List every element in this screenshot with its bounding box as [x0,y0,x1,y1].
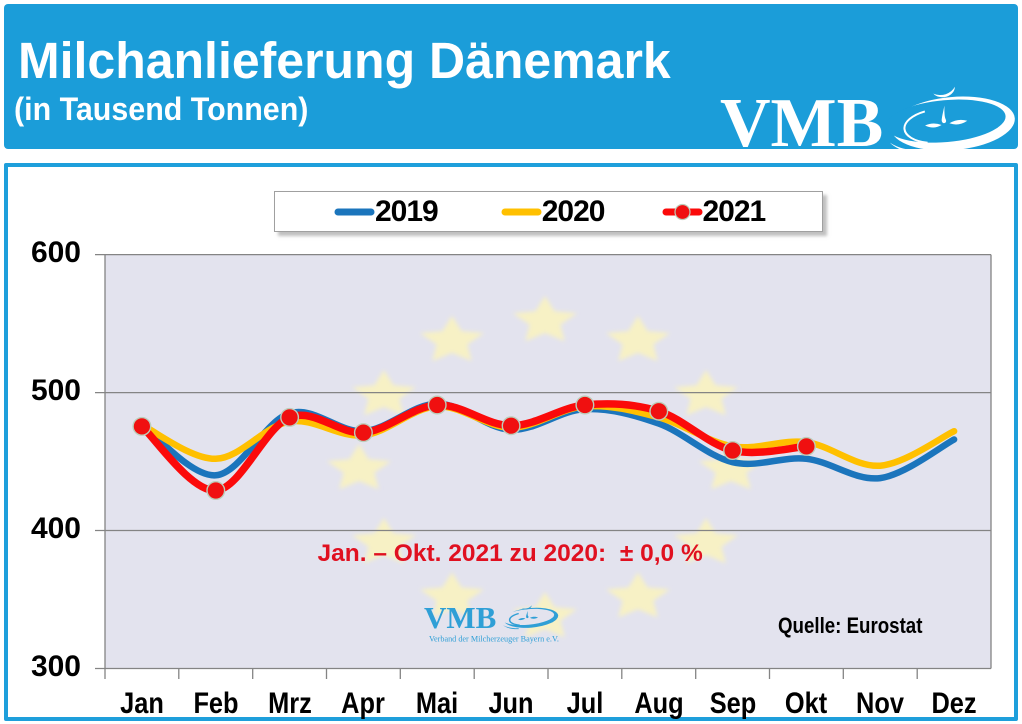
svg-text:VMB: VMB [720,85,883,149]
svg-text:VMB: VMB [424,600,496,635]
svg-text:Verband der Milcherzeuger Baye: Verband der Milcherzeuger Bayern e.V. [429,635,559,644]
